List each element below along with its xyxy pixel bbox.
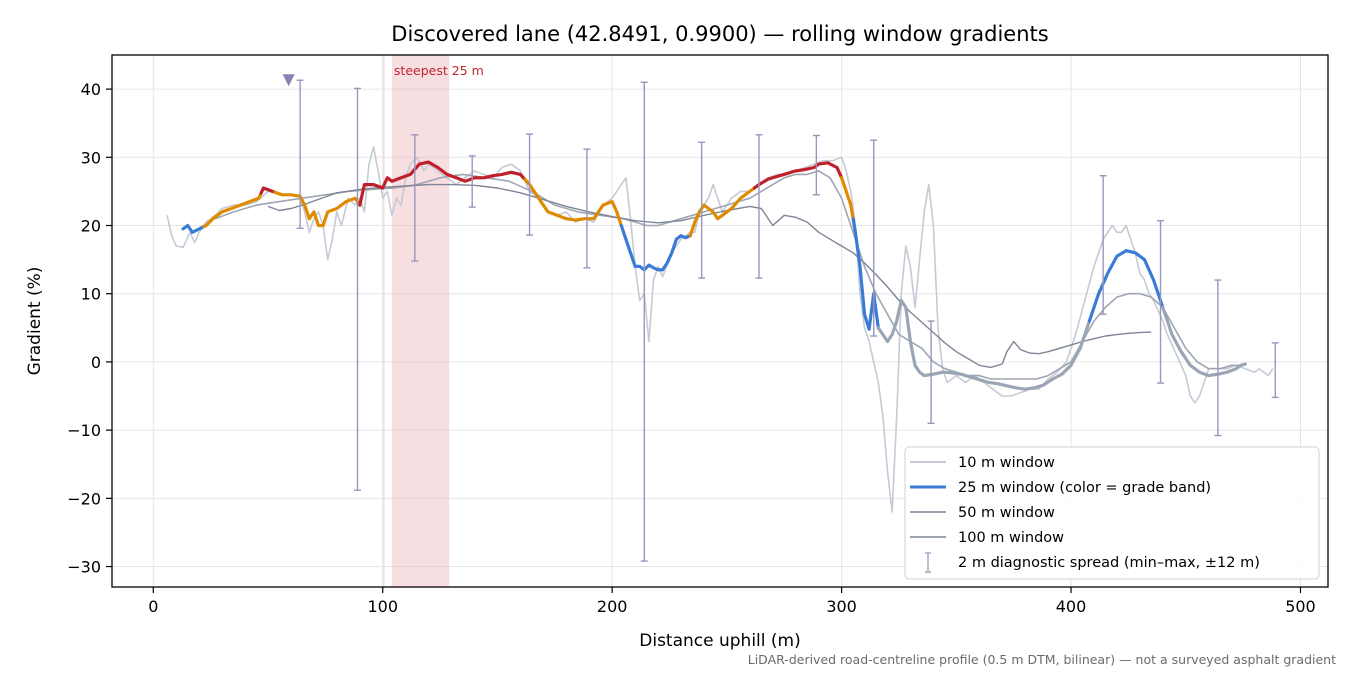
x-tick-label: 200 xyxy=(597,597,628,616)
x-tick-label: 300 xyxy=(826,597,857,616)
series-25m-segment-flat_or_down xyxy=(1161,305,1248,378)
diagnostic-spread-bar xyxy=(353,87,361,491)
series-25m-segment-easy xyxy=(1087,249,1165,323)
x-tick-label: 100 xyxy=(367,597,398,616)
plot-frame xyxy=(111,54,1329,588)
legend: 10 m window 25 m window (color = grade b… xyxy=(904,446,1320,580)
diagnostic-spread-bar xyxy=(1099,175,1107,315)
diagnostic-spread-bar xyxy=(698,141,706,279)
diagnostic-spread-bar xyxy=(1157,220,1165,384)
x-axis-ticks: 0 100 200 300 400 500 xyxy=(148,587,1316,616)
series-25m-segment-moderate xyxy=(273,190,362,228)
series-25m-segment-moderate xyxy=(688,186,757,238)
y-tick-label: −20 xyxy=(67,489,101,508)
series-100m-line xyxy=(267,183,1152,369)
series-25m-segment-moderate xyxy=(839,176,855,221)
series-25m-segment-steep xyxy=(752,161,844,190)
y-tick-label: 10 xyxy=(81,285,101,304)
legend-label-errorbar: 2 m diagnostic spread (min–max, ±12 m) xyxy=(958,555,1260,571)
diagnostic-spread-bar xyxy=(1214,279,1222,437)
diagnostic-spread-bar xyxy=(755,134,763,279)
series-25m-segment-flat_or_down xyxy=(876,298,1092,391)
series-25m-segment-moderate xyxy=(202,191,263,229)
y-axis-ticks: −30 −20 −10 0 10 20 30 40 xyxy=(67,80,112,577)
diagnostic-spread-bar xyxy=(927,320,935,425)
start-marker-triangle xyxy=(282,74,295,87)
diagnostic-spread-bar xyxy=(296,79,304,229)
diagnostic-spread-bar xyxy=(526,133,534,236)
x-axis-label: Distance uphill (m) xyxy=(639,631,800,651)
x-tick-label: 400 xyxy=(1056,597,1087,616)
y-tick-label: 30 xyxy=(81,148,101,167)
marker-layer xyxy=(282,74,295,87)
highlight-region: steepest 25 m xyxy=(383,55,484,587)
diagnostic-spread-bar xyxy=(812,134,820,196)
diagnostic-spread-bar xyxy=(1271,342,1279,399)
steepest-label: steepest 25 m xyxy=(394,63,484,78)
x-tick-label: 500 xyxy=(1285,597,1316,616)
legend-label-10m: 10 m window xyxy=(958,455,1055,471)
y-tick-label: 20 xyxy=(81,217,101,236)
legend-label-50m: 50 m window xyxy=(958,505,1055,521)
chart-title: Discovered lane (42.8491, 0.9900) — roll… xyxy=(391,22,1048,46)
y-tick-label: −10 xyxy=(67,421,101,440)
series-25m-segment-moderate xyxy=(523,177,623,228)
diagnostic-spread-bar xyxy=(411,134,419,262)
footnote: LiDAR-derived road-centreline profile (0… xyxy=(748,652,1336,667)
y-axis-label: Gradient (%) xyxy=(25,267,45,376)
grid xyxy=(112,55,1328,587)
series-25m-segment-easy xyxy=(181,223,206,234)
series-25m-segment-easy xyxy=(619,223,692,272)
legend-swatch-errorbar xyxy=(925,552,931,573)
y-tick-label: −30 xyxy=(67,558,101,577)
diagnostic-spread-bar xyxy=(468,155,476,208)
legend-label-25m: 25 m window (color = grade band) xyxy=(958,480,1211,496)
steepest-segment-band xyxy=(391,55,450,587)
legend-label-100m: 100 m window xyxy=(958,530,1064,546)
diagnostic-spread-layer xyxy=(296,79,1279,562)
y-tick-label: 0 xyxy=(91,353,101,372)
diagnostic-spread-bar xyxy=(640,81,648,562)
diagnostic-spread-bar xyxy=(583,148,591,269)
series-25m-segment-steep xyxy=(358,160,527,207)
diagnostic-spread-bar xyxy=(870,139,878,337)
y-tick-label: 40 xyxy=(81,80,101,99)
x-tick-label: 0 xyxy=(148,597,158,616)
